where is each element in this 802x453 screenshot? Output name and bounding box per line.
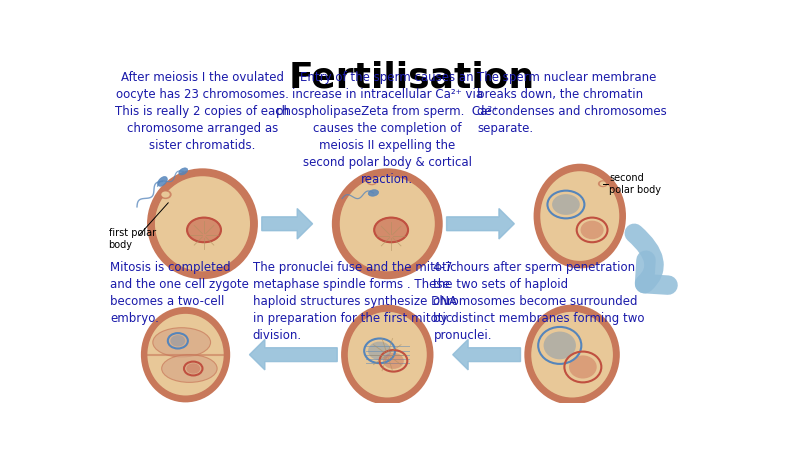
Ellipse shape	[580, 221, 603, 239]
FancyArrow shape	[249, 339, 337, 370]
Text: Fertilisation: Fertilisation	[288, 61, 534, 95]
Ellipse shape	[530, 311, 613, 398]
Ellipse shape	[152, 328, 210, 357]
Ellipse shape	[599, 181, 606, 186]
Ellipse shape	[147, 313, 224, 396]
Ellipse shape	[597, 180, 607, 187]
Ellipse shape	[368, 190, 378, 196]
Ellipse shape	[161, 355, 217, 382]
FancyArrow shape	[452, 339, 520, 370]
Text: The pronuclei fuse and the mitotic
metaphase spindle forms . These
haploid struc: The pronuclei fuse and the mitotic metap…	[252, 261, 456, 342]
Ellipse shape	[569, 356, 596, 379]
Text: After meiosis I the ovulated
oocyte has 23 chromosomes.
This is really 2 copies : After meiosis I the ovulated oocyte has …	[115, 71, 290, 152]
Ellipse shape	[331, 169, 442, 279]
Text: 4-7 hours after sperm penetration
the two sets of haploid
chromosomes become sur: 4-7 hours after sperm penetration the tw…	[433, 261, 644, 342]
Ellipse shape	[159, 190, 172, 199]
Ellipse shape	[187, 217, 221, 242]
Ellipse shape	[157, 177, 167, 186]
Ellipse shape	[170, 335, 185, 347]
Text: Mitosis is completed
and the one cell zygote
becomes a two-cell
embryo.: Mitosis is completed and the one cell zy…	[110, 261, 249, 325]
FancyArrowPatch shape	[634, 233, 667, 285]
Ellipse shape	[186, 363, 200, 374]
Ellipse shape	[367, 342, 391, 360]
Ellipse shape	[374, 217, 407, 242]
Ellipse shape	[147, 169, 257, 279]
Ellipse shape	[338, 175, 435, 272]
Text: Entry of the sperm causes an
increase in intracellular Ca²⁺ via
phospholipaseZet: Entry of the sperm causes an increase in…	[276, 71, 498, 186]
Ellipse shape	[341, 304, 433, 405]
Text: The sperm nuclear membrane
breaks down, the chromatin
decondenses and chromosome: The sperm nuclear membrane breaks down, …	[476, 71, 666, 135]
Ellipse shape	[346, 311, 427, 398]
Ellipse shape	[368, 179, 375, 184]
Ellipse shape	[161, 192, 169, 198]
Text: first polar
body: first polar body	[108, 228, 156, 250]
Ellipse shape	[179, 168, 188, 175]
Ellipse shape	[140, 307, 230, 402]
Text: second
polar body: second polar body	[608, 173, 660, 194]
Ellipse shape	[366, 178, 377, 185]
Ellipse shape	[383, 353, 403, 369]
Ellipse shape	[543, 332, 575, 359]
Ellipse shape	[524, 304, 619, 405]
FancyArrow shape	[261, 208, 312, 239]
Ellipse shape	[154, 175, 250, 272]
FancyArrow shape	[446, 208, 514, 239]
Ellipse shape	[539, 170, 619, 262]
Ellipse shape	[552, 194, 579, 215]
Ellipse shape	[533, 164, 626, 269]
